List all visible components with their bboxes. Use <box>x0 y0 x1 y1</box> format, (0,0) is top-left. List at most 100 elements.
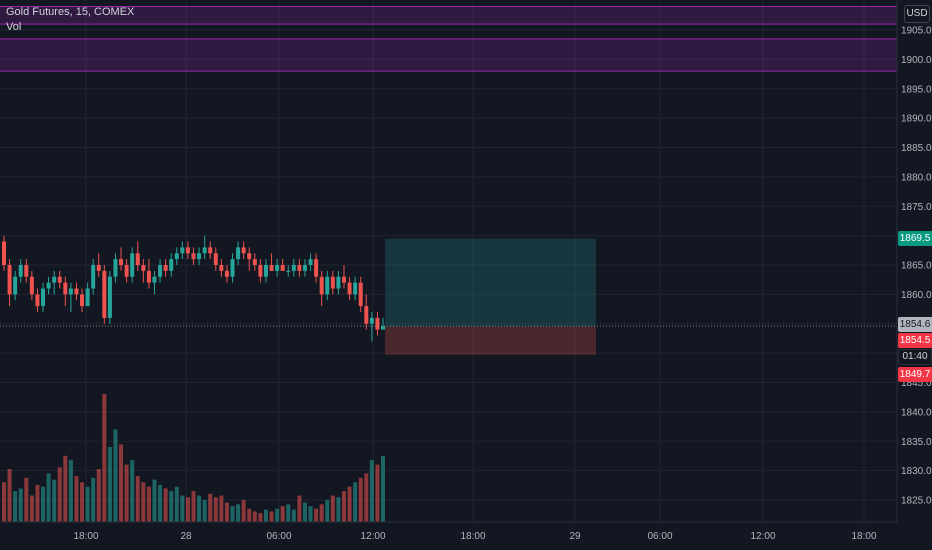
candle-body <box>68 288 73 295</box>
candle-body <box>247 253 252 260</box>
volume-bar <box>102 394 107 522</box>
candle-body <box>308 259 313 265</box>
candle-body <box>46 282 51 289</box>
volume-bar <box>252 511 257 522</box>
volume-bars <box>2 394 385 522</box>
volume-bar <box>241 499 246 522</box>
x-tick-label: 06:00 <box>266 531 291 542</box>
candle-body <box>91 265 96 289</box>
volume-bar <box>219 495 224 522</box>
long-position-tool[interactable] <box>385 238 596 355</box>
volume-bar <box>158 484 163 522</box>
volume-bar <box>18 488 23 522</box>
volume-bar <box>197 495 202 522</box>
candle-body <box>29 276 34 295</box>
x-tick-label: 18:00 <box>851 531 876 542</box>
candle-body <box>269 265 274 271</box>
stop-price-tag: 1849.7 <box>898 367 932 382</box>
volume-bar <box>135 476 140 522</box>
candle-body <box>263 265 268 277</box>
x-tick-label: 12:00 <box>750 531 775 542</box>
candle-body <box>41 288 46 307</box>
grid-lines <box>0 0 897 522</box>
target-price-tag: 1869.5 <box>898 231 932 246</box>
volume-bar <box>163 488 168 522</box>
volume-bar <box>364 473 369 522</box>
volume-bar <box>269 511 274 522</box>
volume-bar <box>224 502 229 522</box>
candle-body <box>280 265 285 271</box>
volume-bar <box>119 444 124 522</box>
volume-bar <box>46 473 51 522</box>
time-axis[interactable] <box>0 522 932 550</box>
candle-body <box>330 276 335 289</box>
candlesticks <box>2 235 385 342</box>
x-tick-label: 28 <box>180 531 192 542</box>
x-tick-label: 29 <box>569 531 581 542</box>
volume-bar <box>213 497 218 522</box>
volume-bar <box>280 506 285 522</box>
resistance-zone <box>0 6 897 25</box>
candle-body <box>319 276 324 295</box>
candle-body <box>369 317 374 324</box>
candle-body <box>291 265 296 271</box>
price-axis[interactable] <box>897 0 932 522</box>
volume-bar <box>291 509 296 522</box>
volume-bar <box>208 493 213 522</box>
volume-bar <box>236 504 241 522</box>
volume-bar <box>74 476 79 522</box>
candle-body <box>208 247 213 254</box>
volume-indicator-label[interactable]: Vol <box>6 21 22 33</box>
x-tick-label: 06:00 <box>647 531 672 542</box>
x-axis-ticks: 18:00 28 06:00 12:00 18:00 29 06:00 12:00 18:00 <box>73 531 876 542</box>
volume-bar <box>258 513 263 522</box>
volume-bar <box>375 464 380 522</box>
candle-body <box>347 282 352 295</box>
candle-body <box>52 276 57 283</box>
volume-bar <box>124 464 129 522</box>
volume-bar <box>314 508 319 522</box>
volume-bar <box>336 497 341 522</box>
candle-body <box>286 270 291 272</box>
candle-body <box>180 247 185 254</box>
bar-countdown: 01:40 <box>898 349 932 365</box>
x-tick-label: 18:00 <box>73 531 98 542</box>
y-tick-label: 1895.0 <box>901 84 932 95</box>
y-tick-label: 1825.0 <box>901 496 932 507</box>
candle-body <box>258 265 263 277</box>
volume-bar <box>358 477 363 522</box>
volume-bar <box>230 506 235 522</box>
volume-bar <box>247 508 252 522</box>
resistance-zones <box>0 6 897 72</box>
candle-body <box>96 265 101 271</box>
symbol-title[interactable]: Gold Futures, 15, COMEX <box>6 6 135 18</box>
candle-body <box>275 265 280 271</box>
volume-bar <box>152 479 157 522</box>
candle-body <box>163 265 168 271</box>
candle-body <box>297 265 302 271</box>
candle-body <box>135 253 140 265</box>
volume-bar <box>347 486 352 522</box>
volume-bar <box>91 477 96 522</box>
candle-body <box>336 276 341 289</box>
candle-body <box>202 247 207 254</box>
candle-body <box>13 276 18 295</box>
volume-bar <box>2 482 6 522</box>
y-tick-label: 1840.0 <box>901 407 932 418</box>
candle-body <box>219 265 224 271</box>
candle-body <box>158 265 163 277</box>
currency-badge[interactable]: USD <box>904 5 930 23</box>
y-tick-label: 1865.0 <box>901 261 932 272</box>
candle-body <box>146 270 151 283</box>
y-tick-label: 1875.0 <box>901 202 932 213</box>
volume-bar <box>381 455 385 522</box>
candle-body <box>358 282 363 307</box>
candle-body <box>353 282 358 295</box>
volume-bar <box>107 446 112 522</box>
volume-bar <box>52 479 57 522</box>
candle-body <box>314 259 319 277</box>
volume-bar <box>263 509 268 522</box>
volume-bar <box>80 482 85 522</box>
